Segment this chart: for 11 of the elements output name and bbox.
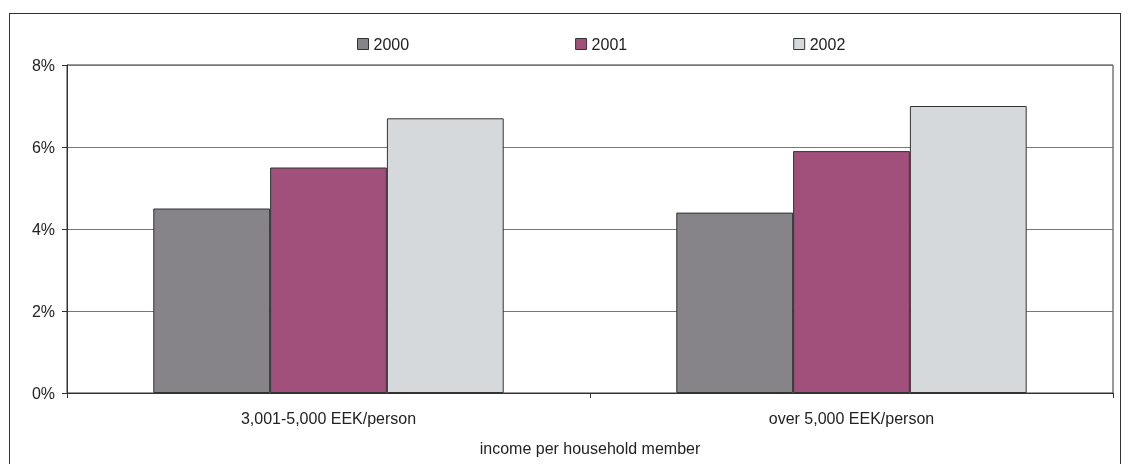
y-tick-label: 4% xyxy=(31,220,55,238)
x-tick-label: 3,001-5,000 EEK/person xyxy=(240,409,417,427)
legend-label: 2001 xyxy=(591,35,628,53)
x-tick-label: over 5,000 EEK/person xyxy=(768,409,935,427)
y-tick-label: 6% xyxy=(31,138,55,156)
y-tick-label: 2% xyxy=(31,302,55,320)
y-tick-label: 8% xyxy=(31,56,55,74)
legend-label: 2002 xyxy=(809,35,846,53)
y-tick-label: 0% xyxy=(31,384,55,402)
legend-label: 2000 xyxy=(373,35,410,53)
x-axis-title: income per household member xyxy=(479,439,701,457)
